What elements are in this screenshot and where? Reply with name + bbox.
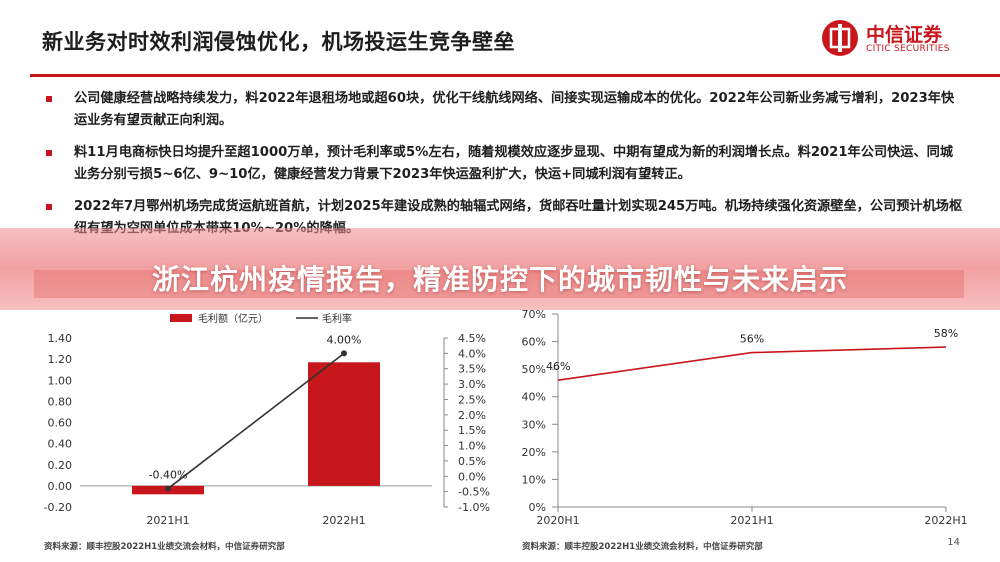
bullet-text: 料11月电商标快日均提升至超1000万单，预计毛利率或5%左右，随着规模效应逐步… (74, 145, 954, 182)
margin-line-chart: 0% 10% 20% 30% 40% 50% 60% 70% 2020H1 2021H1 2022H… (522, 308, 968, 527)
left-axis-tick-label: 0.00 (48, 480, 73, 493)
margin-point (341, 350, 347, 357)
right-axis-tick-label: 3.5% (458, 363, 486, 376)
right-axis-tick-label: 0.0% (458, 470, 486, 483)
legend-bar-label: 毛利额（亿元） (198, 312, 268, 325)
legend-bar-swatch (170, 314, 192, 322)
x-axis-tick-label: 2022H1 (924, 514, 967, 527)
y-axis-tick-label: 60% (522, 336, 546, 349)
margin-data-label: 4.00% (327, 333, 362, 346)
series-line (557, 346, 947, 381)
right-axis-tick-label: 4.0% (458, 347, 486, 360)
y-axis-tick-label: 0% (529, 501, 546, 514)
bullet-list: 公司健康经营战略持续发力，料2022年退租场地或超60块，优化干线航线网络、间接… (44, 88, 964, 250)
left-axis-tick-label: 1.20 (48, 353, 73, 366)
y-axis-tick-label: 50% (522, 363, 546, 376)
right-axis-tick-label: -1.0% (458, 501, 490, 514)
left-axis-tick-label: 0.80 (48, 395, 73, 408)
x-axis-tick-label: 2021H1 (146, 514, 189, 527)
logo-cn-text: 中信证券 (866, 24, 943, 46)
right-axis-tick-label: 4.5% (458, 332, 486, 345)
y-axis-tick-label: 20% (522, 446, 546, 459)
bullet-item: 料11月电商标快日均提升至超1000万单，预计毛利率或5%左右，随着规模效应逐步… (44, 142, 964, 186)
right-axis-tick-label: 0.5% (458, 455, 486, 468)
bullet-marker (46, 204, 52, 210)
y-axis-tick-label: 70% (522, 308, 546, 321)
right-axis-tick-label: 1.0% (458, 440, 486, 453)
series-data-label: 46% (546, 360, 570, 373)
left-axis-tick-label: -0.20 (44, 501, 72, 514)
bullet-text: 公司健康经营战略持续发力，料2022年退租场地或超60块，优化干线航线网络、间接… (74, 91, 955, 128)
logo-en-text: CITIC SECURITIES (866, 44, 950, 54)
chart-source-left: 资料来源：顺丰控股2022H1业绩交流会材料，中信证券研究部 (44, 542, 285, 552)
margin-point (165, 485, 171, 492)
right-axis-tick-label: 2.5% (458, 393, 486, 406)
right-axis-tick-label: 1.5% (458, 424, 486, 437)
bullet-marker (46, 150, 52, 156)
left-axis-tick-label: 1.40 (48, 332, 73, 345)
left-axis-tick-label: 0.40 (48, 438, 73, 451)
left-axis-tick-label: 0.20 (48, 459, 73, 472)
header-rule (30, 74, 1000, 77)
margin-data-label: -0.40% (149, 469, 188, 482)
overlay-banner-strip (34, 270, 964, 298)
x-axis-tick-label: 2020H1 (536, 514, 579, 527)
margin-line (167, 352, 345, 490)
banner-text: 浙江杭州疫情报告，精准防控下的城市韧性与未来启示 (151, 263, 848, 296)
bar-mark (308, 362, 380, 486)
citic-logo-icon (822, 20, 858, 56)
page-number: 14 (947, 537, 960, 548)
left-axis-tick-label: 1.00 (48, 374, 73, 387)
slide-title: 新业务对时效利润侵蚀优化，机场投运生竞争壁垒 (42, 30, 515, 54)
y-axis-tick-label: 10% (522, 473, 546, 486)
bullet-marker (46, 96, 52, 102)
right-axis-tick-label: 3.0% (458, 378, 486, 391)
bullet-item: 公司健康经营战略持续发力，料2022年退租场地或超60块，优化干线航线网络、间接… (44, 88, 964, 132)
x-axis-tick-label: 2021H1 (730, 514, 773, 527)
gross-profit-chart: -0.20 0.00 0.20 0.40 0.60 0.80 1.00 1.20 1.40 -1.… (44, 312, 490, 527)
left-axis-tick-label: 0.60 (48, 417, 73, 430)
overlay-banner (0, 228, 1000, 310)
y-axis-tick-label: 40% (522, 391, 546, 404)
citic-logo: 中信证券 CITIC SECURITIES (820, 18, 970, 60)
legend-line-label: 毛利率 (322, 312, 352, 325)
chart-source-right: 资料来源：顺丰控股2022H1业绩交流会材料，中信证券研究部 (522, 542, 763, 552)
x-axis-tick-label: 2022H1 (322, 514, 365, 527)
series-data-label: 58% (934, 327, 958, 340)
y-axis-tick-label: 30% (522, 418, 546, 431)
right-axis-tick-label: 2.0% (458, 409, 486, 422)
series-data-label: 56% (740, 333, 764, 346)
right-axis-tick-label: -0.5% (458, 486, 490, 499)
